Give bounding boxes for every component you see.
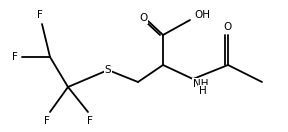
Text: H: H	[199, 86, 207, 96]
Text: NH: NH	[193, 79, 209, 89]
Text: F: F	[37, 10, 43, 20]
Text: O: O	[224, 22, 232, 32]
Text: F: F	[44, 116, 50, 126]
Text: F: F	[87, 116, 93, 126]
Text: F: F	[12, 52, 18, 62]
Text: S: S	[105, 65, 111, 75]
Text: O: O	[139, 13, 147, 23]
Text: OH: OH	[194, 10, 210, 20]
